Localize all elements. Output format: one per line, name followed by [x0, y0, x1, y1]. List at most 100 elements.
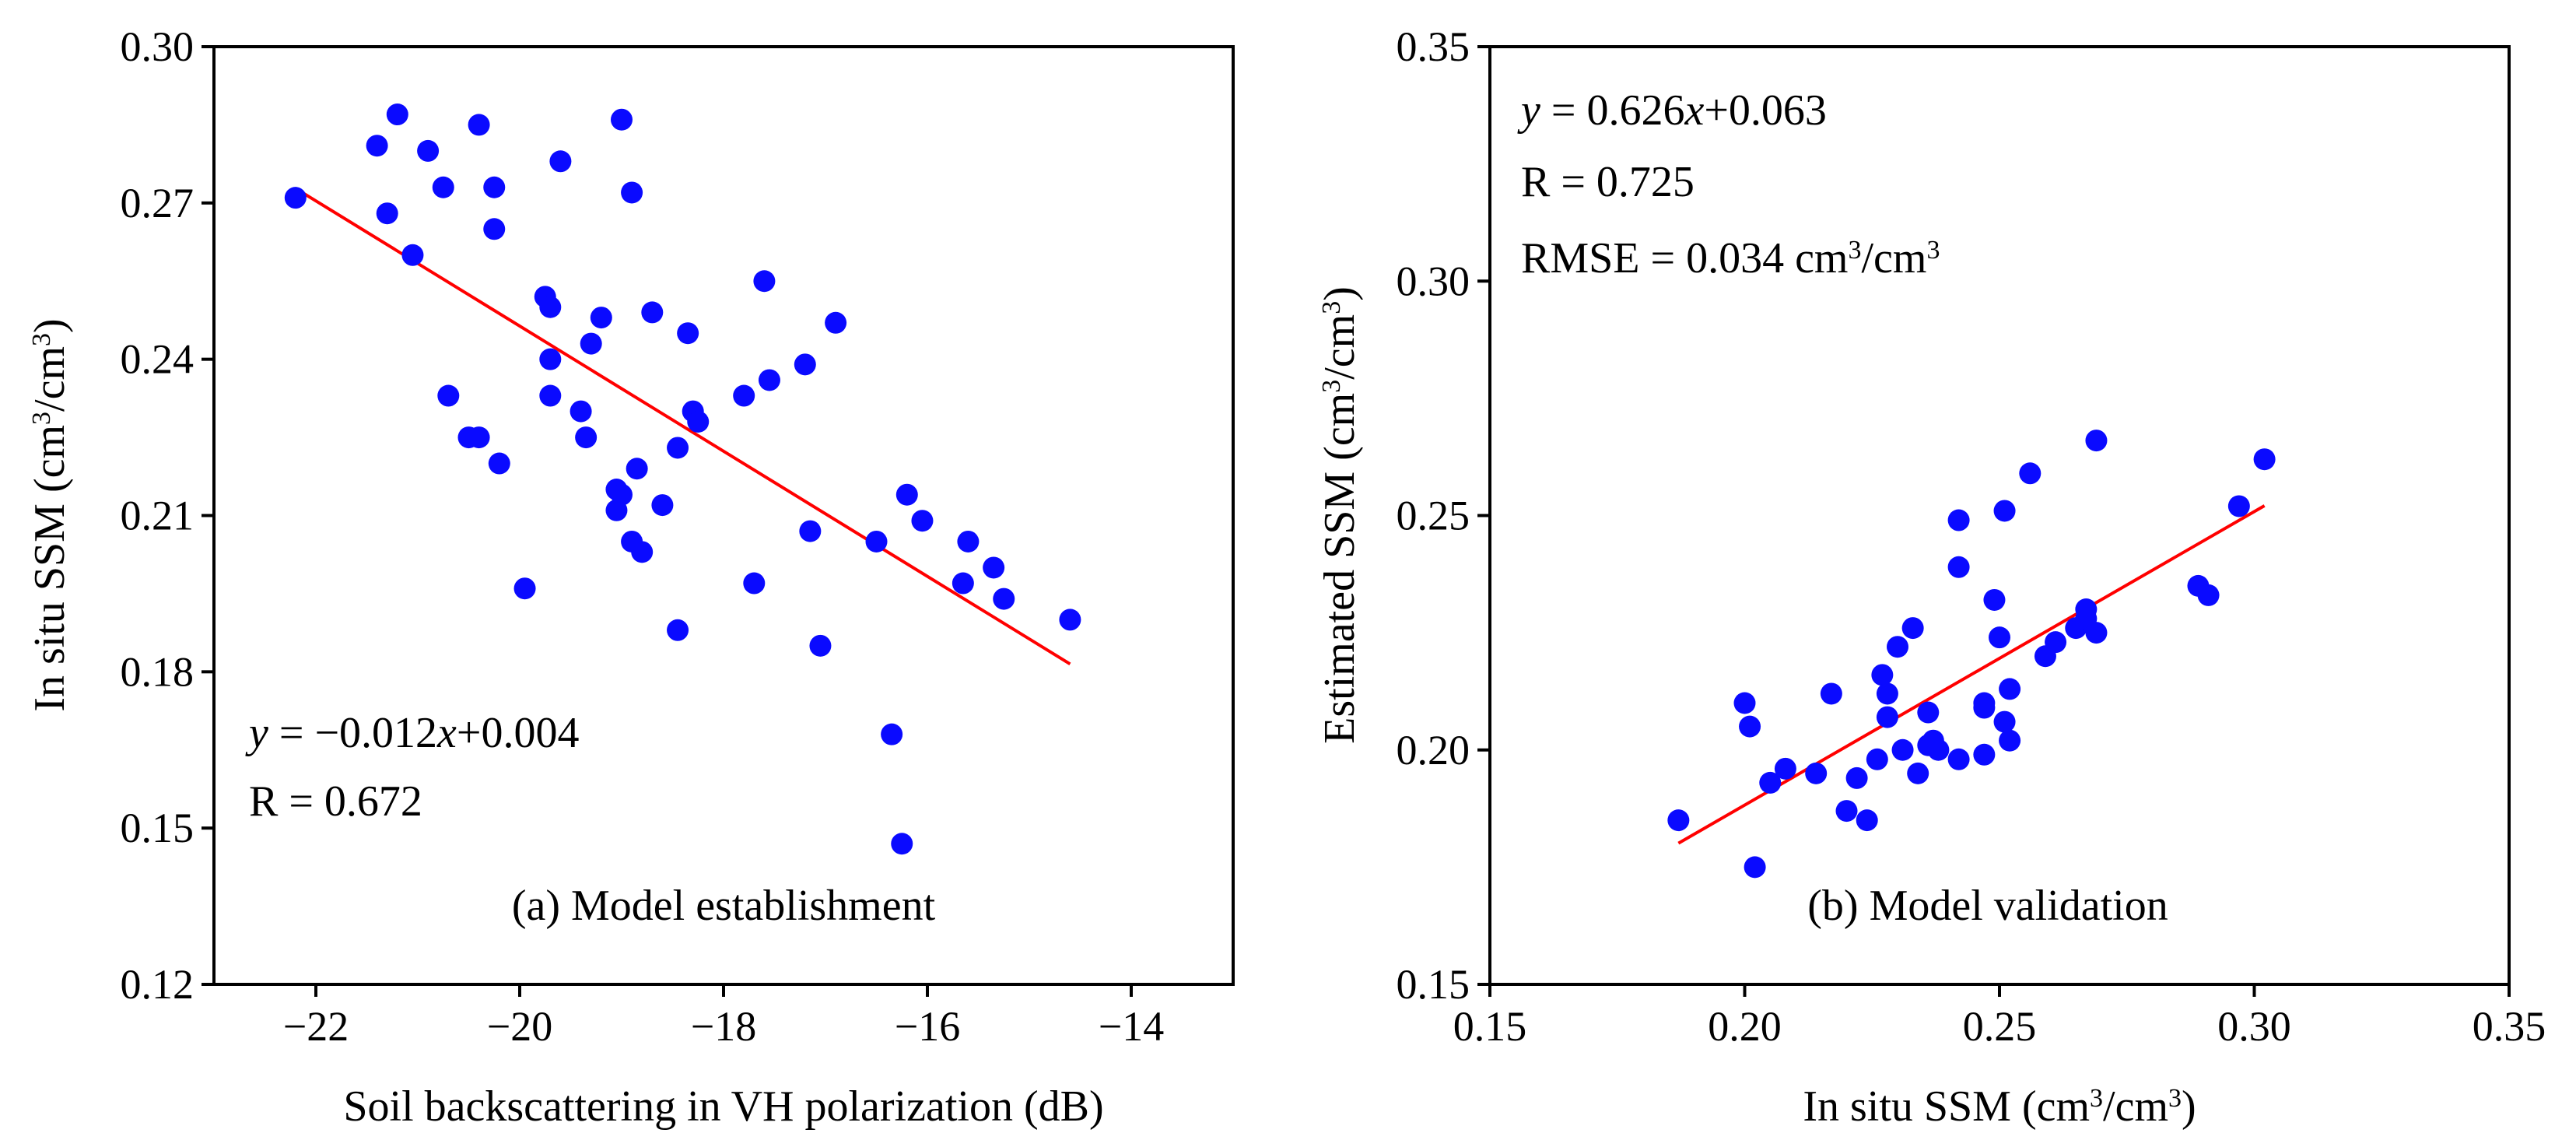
data-point-a-39: [733, 384, 755, 407]
data-point-a-22: [590, 307, 612, 329]
data-point-a-35: [677, 322, 699, 345]
data-point-a-24: [611, 108, 633, 131]
data-point-a-46: [809, 634, 832, 657]
rmse-value-b: RMSE = 0.034 cm3/cm3: [1521, 234, 1940, 282]
data-point-a-42: [743, 572, 766, 595]
data-point-b-42: [2085, 622, 2108, 644]
x-axis-label-a: Soil backscattering in VH polarization (…: [343, 1082, 1103, 1131]
x-axis-label-b: In situ SSM (cm3/cm3): [1803, 1082, 2196, 1131]
data-point-a-6: [437, 384, 460, 407]
data-point-a-43: [794, 353, 816, 376]
data-point-b-4: [1759, 771, 1782, 794]
data-point-b-8: [1835, 800, 1858, 823]
equation-b: y = 0.626x+0.063: [1517, 86, 1827, 135]
y-axis-label-b: Estimated SSM (cm3/cm3): [1316, 286, 1364, 744]
data-point-b-2: [1739, 715, 1761, 738]
data-point-b-27: [1973, 696, 1996, 719]
data-point-a-20: [570, 400, 592, 423]
x-tick-label-b-4: 0.35: [2473, 1003, 2546, 1050]
data-point-b-22: [1927, 738, 1950, 761]
y-tick-label-b-4: 0.35: [1397, 23, 1470, 70]
data-point-a-47: [865, 530, 888, 552]
data-point-b-15: [1887, 636, 1908, 658]
data-point-b-37: [2045, 631, 2067, 654]
data-point-b-16: [1891, 738, 1914, 761]
data-point-a-21: [580, 332, 602, 355]
data-point-a-8: [483, 176, 506, 198]
x-ticks-b: 0.15 0.20 0.25 0.30 0.35: [1453, 984, 2546, 1050]
points-b: [1667, 430, 2276, 879]
data-point-b-11: [1866, 748, 1888, 770]
y-tick-label-a-5: 0.27: [121, 180, 195, 226]
x-ticks-a: −22 −20 −18 −16 −14: [283, 984, 1164, 1050]
data-point-a-14: [513, 577, 536, 600]
data-point-a-38: [667, 619, 689, 641]
y-tick-label-b-0: 0.15: [1397, 961, 1470, 1008]
data-point-b-0: [1667, 809, 1690, 832]
data-point-a-10: [432, 176, 454, 198]
data-point-b-7: [1820, 682, 1842, 705]
data-point-a-12: [468, 426, 490, 449]
data-point-a-54: [983, 556, 1005, 579]
y-tick-label-a-1: 0.15: [121, 805, 195, 851]
data-point-a-40: [753, 270, 776, 293]
y-tick-label-b-2: 0.25: [1397, 493, 1470, 539]
data-point-b-5: [1774, 757, 1796, 780]
data-point-b-29: [1983, 588, 2006, 611]
x-tick-label-a-0: −22: [283, 1003, 349, 1050]
data-point-b-12: [1871, 664, 1894, 686]
y-tick-label-a-4: 0.24: [121, 336, 195, 383]
data-point-a-7: [468, 114, 490, 136]
y-tick-label-a-2: 0.18: [121, 648, 195, 695]
data-point-a-32: [641, 301, 664, 324]
data-point-a-16: [539, 296, 562, 318]
data-point-a-29: [605, 499, 628, 521]
data-point-a-45: [825, 311, 847, 334]
data-point-b-32: [1993, 710, 2016, 733]
data-point-b-23: [1947, 509, 1970, 531]
data-point-a-4: [401, 244, 424, 266]
data-point-a-2: [366, 135, 388, 157]
data-point-a-17: [549, 150, 572, 173]
data-point-a-37: [687, 411, 710, 433]
data-point-b-18: [1907, 762, 1929, 784]
data-point-b-34: [1999, 729, 2021, 752]
data-point-b-30: [1989, 626, 2010, 649]
y-tick-label-a-3: 0.21: [121, 493, 195, 539]
x-tick-label-a-4: −14: [1099, 1003, 1164, 1050]
data-point-a-25: [621, 181, 643, 204]
data-point-a-52: [957, 530, 980, 552]
panel-a: −22 −20 −18 −16 −14 0.12 0.15 0.18 0.21 0.24 0.27…: [26, 23, 1235, 1131]
data-point-b-20: [1917, 701, 1940, 724]
data-point-b-1: [1733, 692, 1756, 714]
y-ticks-a: 0.12 0.15 0.18 0.21 0.24 0.27 0.30: [121, 23, 214, 1008]
data-point-b-33: [1999, 678, 2021, 700]
data-point-a-9: [483, 218, 506, 240]
y-tick-label-a-0: 0.12: [121, 961, 195, 1008]
y-tick-label-b-1: 0.20: [1397, 727, 1470, 773]
data-point-b-10: [1856, 809, 1878, 832]
panel-b: 0.15 0.20 0.25 0.30 0.35 0.15 0.20 0.25 0.30 0.3…: [1316, 23, 2546, 1131]
x-tick-label-b-1: 0.20: [1708, 1003, 1782, 1050]
y-tick-label-a-6: 0.30: [121, 23, 195, 70]
data-point-a-1: [386, 103, 408, 126]
data-point-a-27: [626, 458, 648, 480]
data-point-a-41: [758, 369, 780, 391]
equation-a: y = −0.012x+0.004: [245, 709, 579, 757]
data-point-b-6: [1805, 762, 1828, 784]
x-tick-label-b-0: 0.15: [1453, 1003, 1527, 1050]
data-point-a-53: [952, 572, 974, 595]
r-value-a: R = 0.672: [249, 777, 422, 826]
data-point-a-33: [651, 494, 674, 517]
panel-label-b: (b) Model validation: [1807, 882, 2168, 930]
data-point-b-44: [2197, 584, 2220, 606]
y-ticks-b: 0.15 0.20 0.25 0.30 0.35: [1397, 23, 1490, 1008]
data-point-a-51: [891, 833, 913, 855]
data-point-b-25: [1947, 748, 1970, 770]
data-point-b-9: [1845, 766, 1868, 789]
y-tick-label-b-3: 0.30: [1397, 258, 1470, 304]
x-tick-label-a-1: −20: [487, 1003, 552, 1050]
data-point-a-34: [667, 437, 689, 459]
data-point-b-31: [1993, 500, 2016, 522]
